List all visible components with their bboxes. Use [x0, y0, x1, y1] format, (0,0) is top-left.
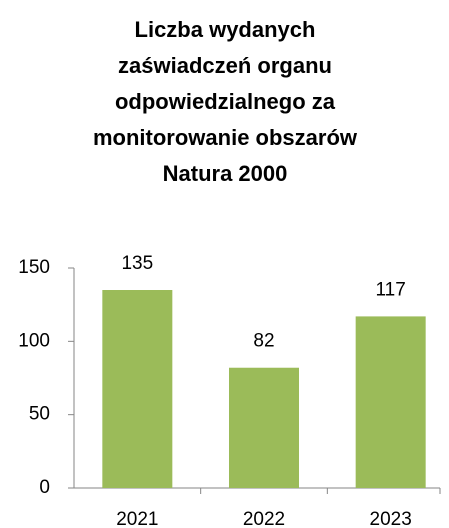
bar: [229, 367, 299, 488]
y-tick-label: 0: [39, 477, 50, 498]
data-label: 117: [376, 279, 406, 300]
data-label: 135: [121, 253, 153, 274]
bar: [355, 316, 426, 488]
x-tick-label: 2021: [116, 509, 158, 528]
data-label: 82: [253, 331, 274, 352]
y-tick-label: 50: [29, 404, 50, 425]
chart-title: Liczba wydanych zaświadczeń organu odpow…: [92, 17, 358, 186]
x-tick-label: 2023: [370, 509, 412, 528]
y-tick-label: 100: [18, 330, 50, 351]
bar: [102, 290, 173, 488]
x-tick-label: 2022: [243, 509, 285, 528]
y-tick-label: 150: [18, 257, 50, 278]
